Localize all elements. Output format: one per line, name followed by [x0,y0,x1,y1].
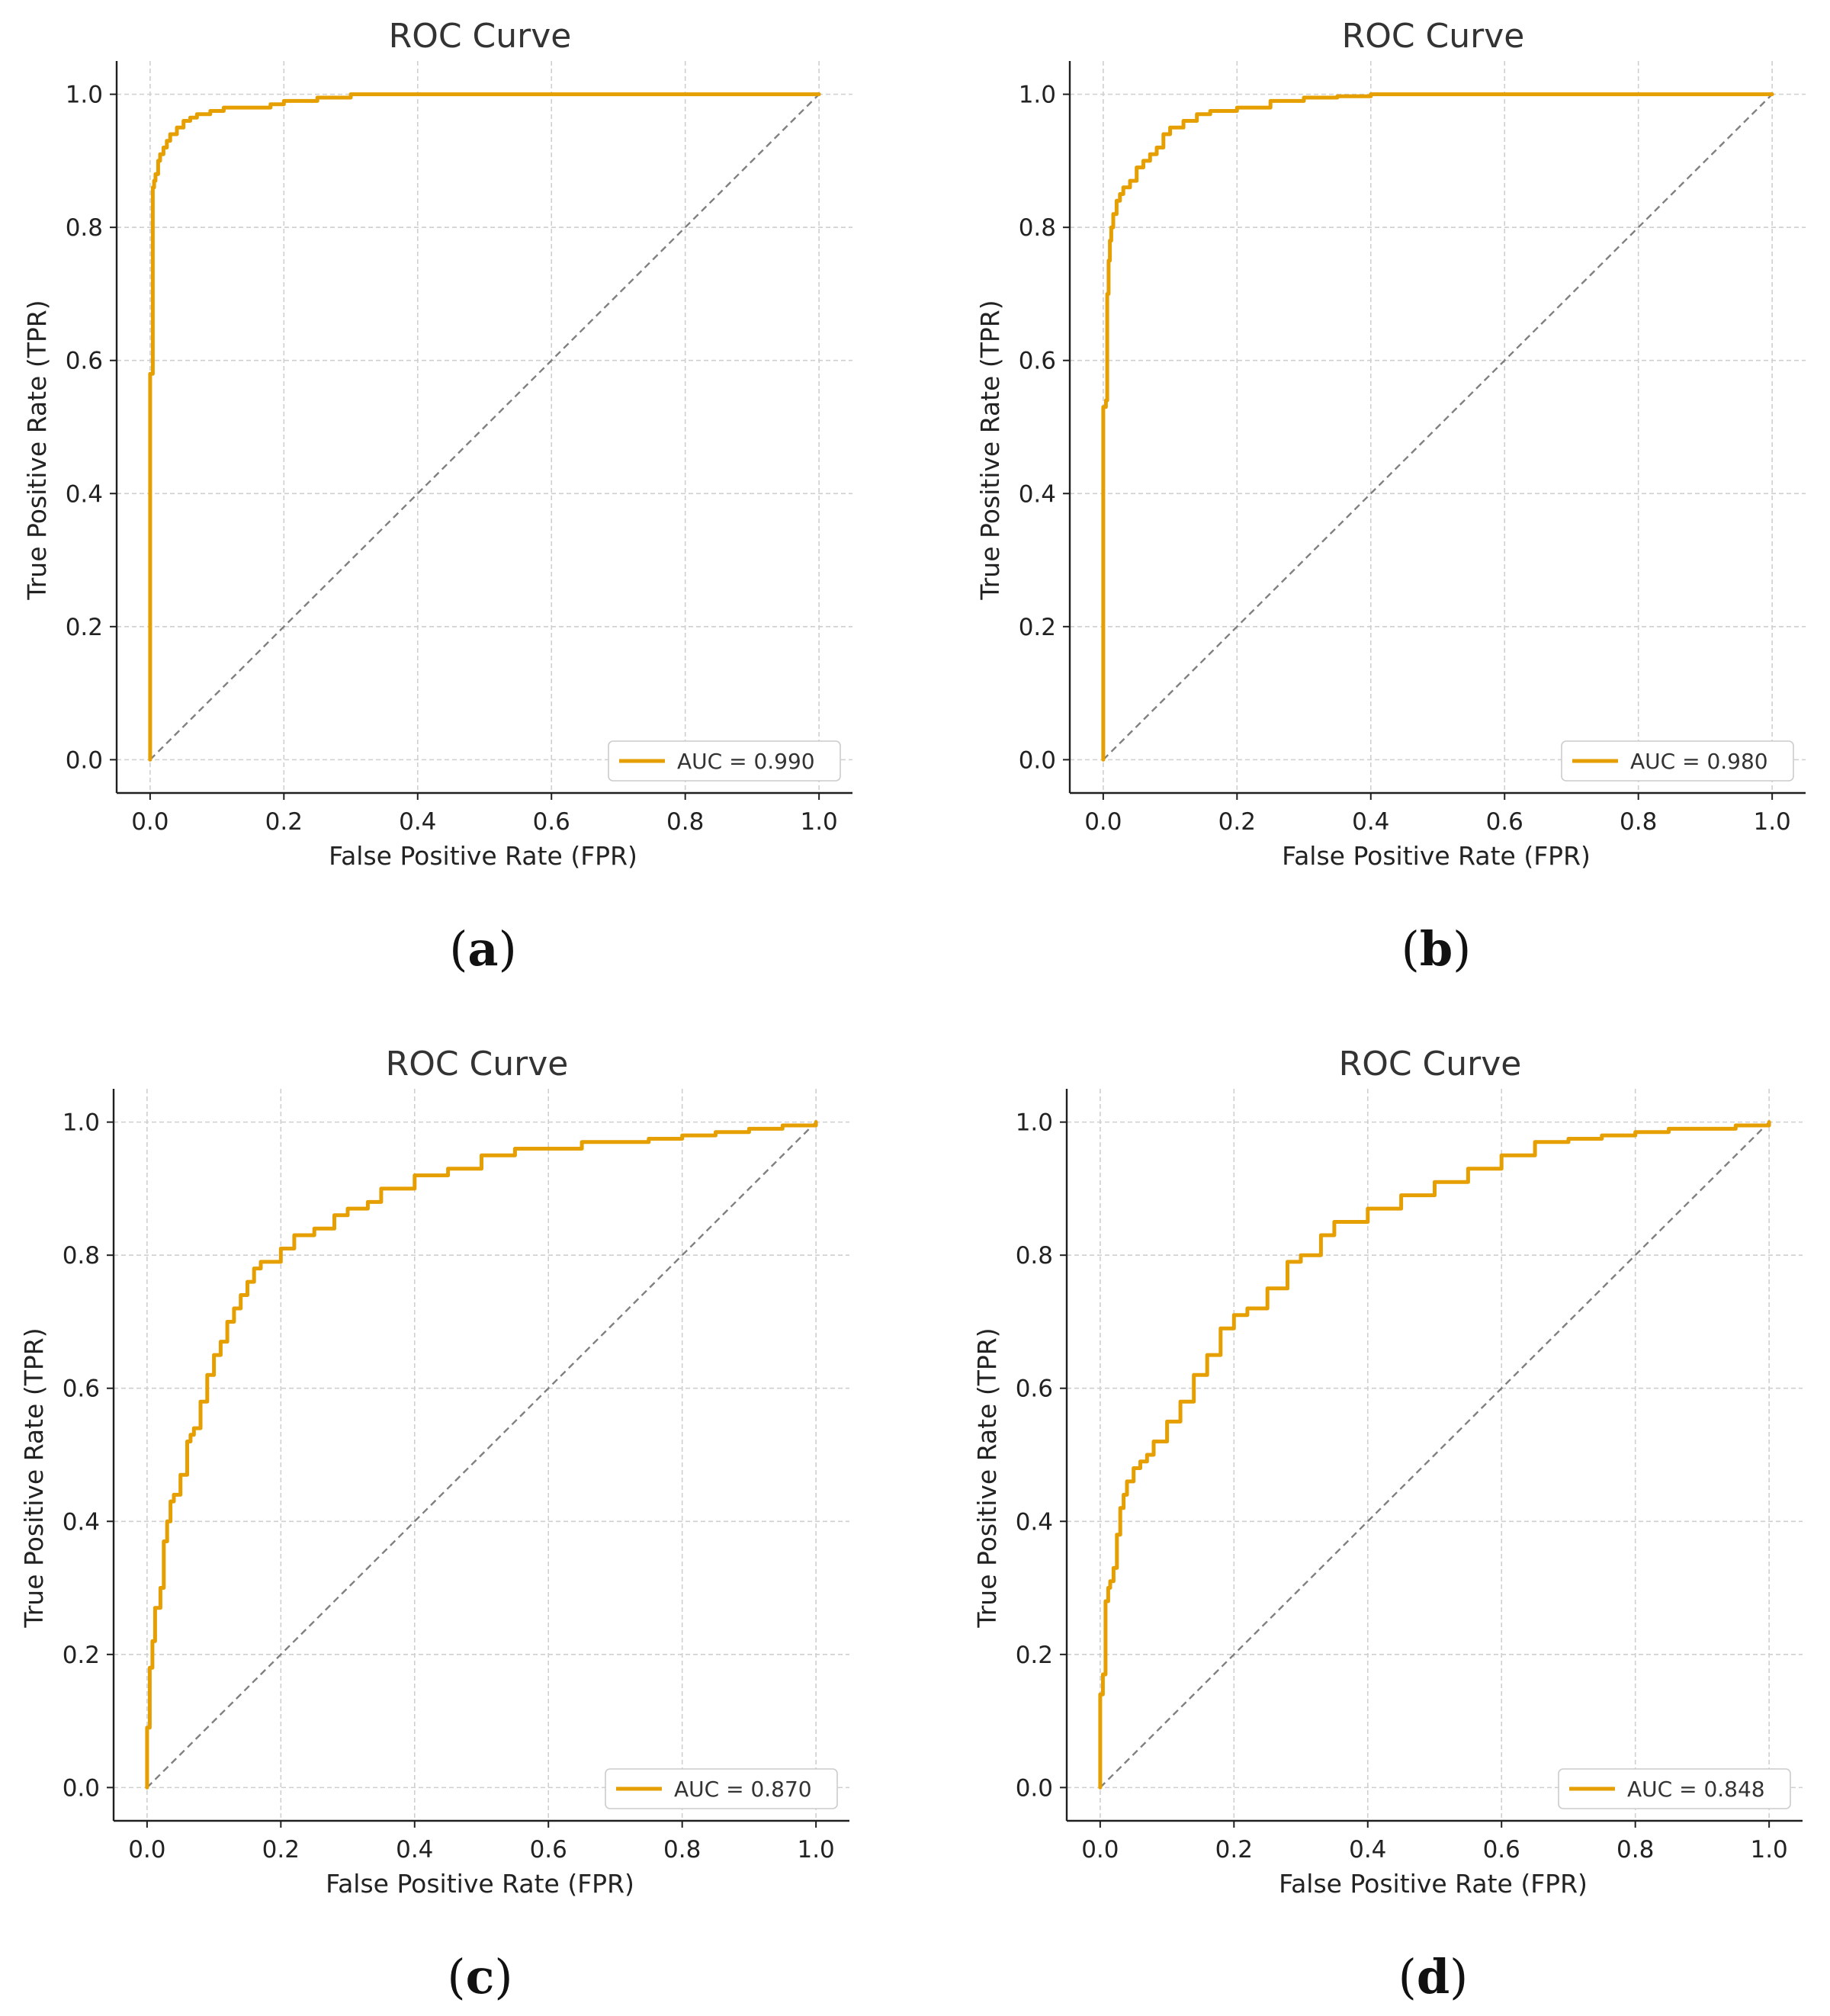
x-tick-label-5: 1.0 [800,808,837,836]
y-tick-label-4: 0.8 [1016,1242,1053,1270]
x-axis-label: False Positive Rate (FPR) [1282,841,1591,871]
y-tick-label-4: 0.8 [66,214,103,242]
roc-curve-line [145,1120,818,1790]
x-tick-label-5: 1.0 [1750,1836,1787,1864]
y-tick-label-1: 0.2 [1019,614,1056,641]
x-tick-label-4: 0.8 [666,808,704,836]
y-tick-label-5: 1.0 [63,1109,100,1137]
x-tick-label-1: 0.2 [265,808,303,836]
x-tick-label-3: 0.6 [530,1836,567,1864]
x-tick-label-3: 0.6 [1486,808,1523,836]
y-axis-label: True Positive Rate (TPR) [975,300,1005,600]
y-tick-label-1: 0.2 [66,614,103,641]
x-tick-label-1: 0.2 [1218,808,1256,836]
y-tick-label-4: 0.8 [1019,214,1056,242]
x-tick-label-1: 0.2 [262,1836,300,1864]
x-tick-label-4: 0.8 [1616,1836,1654,1864]
y-tick-label-2: 0.4 [66,480,103,508]
y-tick-label-2: 0.4 [1019,480,1056,508]
x-tick-label-1: 0.2 [1215,1836,1253,1864]
x-tick-label-0: 0.0 [1081,1836,1119,1864]
caption-c: (c) [447,1949,512,2005]
x-tick-label-2: 0.4 [1349,1836,1386,1864]
y-tick-label-0: 0.0 [1019,746,1056,774]
x-tick-label-0: 0.0 [1084,808,1122,836]
roc-curve-line [148,92,821,762]
x-tick-label-2: 0.4 [399,808,436,836]
x-tick-label-4: 0.8 [1620,808,1657,836]
legend-label: AUC = 0.980 [1630,749,1768,774]
chart-title: ROC Curve [1339,1045,1522,1083]
y-axis-label: True Positive Rate (TPR) [22,300,52,600]
legend: AUC = 0.990 [608,740,841,782]
panel-c: 0.0 0.2 0.4 0.6 0.8 1.0 0.0 0.2 0.4 0.6 0.8 1.0 ROC … [19,1045,849,2005]
legend: AUC = 0.870 [605,1768,838,1809]
diagonal-reference-line [146,1121,817,1789]
x-tick-label-2: 0.4 [396,1836,433,1864]
x-tick-label-0: 0.0 [128,1836,165,1864]
roc-curve-line [1098,1120,1771,1790]
x-tick-label-0: 0.0 [131,808,169,836]
caption-a: (a) [449,921,517,977]
panel-d: 0.0 0.2 0.4 0.6 0.8 1.0 0.0 0.2 0.4 0.6 0.8 1.0 ROC … [972,1045,1803,2005]
chart-title: ROC Curve [386,1045,569,1083]
chart-title: ROC Curve [1342,17,1525,56]
x-axis-label: False Positive Rate (FPR) [326,1869,634,1899]
x-tick-label-2: 0.4 [1352,808,1389,836]
roc-curve-line [1101,92,1774,762]
y-tick-label-2: 0.4 [63,1508,100,1536]
y-tick-label-3: 0.6 [1016,1376,1053,1403]
legend: AUC = 0.848 [1558,1768,1791,1809]
caption-d: (d) [1398,1949,1469,2005]
chart-title: ROC Curve [389,17,572,56]
panel-a: 0.0 0.2 0.4 0.6 0.8 1.0 0.0 0.2 0.4 0.6 0.8 1.0 ROC … [22,17,852,977]
y-tick-label-0: 0.0 [63,1774,100,1802]
y-tick-label-5: 1.0 [1019,82,1056,109]
y-axis-label: True Positive Rate (TPR) [19,1327,49,1628]
panel-b: 0.0 0.2 0.4 0.6 0.8 1.0 0.0 0.2 0.4 0.6 0.8 1.0 ROC … [975,17,1806,977]
caption-b: (b) [1401,921,1472,977]
y-tick-label-0: 0.0 [66,746,103,774]
x-tick-label-3: 0.6 [1483,1836,1520,1864]
y-tick-label-5: 1.0 [1016,1109,1053,1137]
diagonal-reference-line [149,93,820,761]
y-tick-label-1: 0.2 [63,1642,100,1669]
y-tick-label-3: 0.6 [66,348,103,375]
y-tick-label-1: 0.2 [1016,1642,1053,1669]
y-axis-label: True Positive Rate (TPR) [972,1327,1002,1628]
diagonal-reference-line [1100,1121,1770,1789]
x-tick-label-5: 1.0 [797,1836,834,1864]
legend-label: AUC = 0.848 [1627,1777,1765,1802]
y-tick-label-0: 0.0 [1016,1774,1053,1802]
y-tick-label-4: 0.8 [63,1242,100,1270]
x-tick-label-5: 1.0 [1753,808,1790,836]
legend-label: AUC = 0.990 [677,749,815,774]
legend-box [608,740,841,782]
y-tick-label-5: 1.0 [66,82,103,109]
x-axis-label: False Positive Rate (FPR) [1279,1869,1588,1899]
legend-box [1561,740,1794,782]
x-tick-label-3: 0.6 [533,808,570,836]
legend-label: AUC = 0.870 [674,1777,812,1802]
legend: AUC = 0.980 [1561,740,1794,782]
y-tick-label-3: 0.6 [63,1376,100,1403]
legend-box [605,1768,838,1809]
legend-box [1558,1768,1791,1809]
diagonal-reference-line [1103,93,1773,761]
x-tick-label-4: 0.8 [663,1836,701,1864]
x-axis-label: False Positive Rate (FPR) [329,841,637,871]
y-tick-label-2: 0.4 [1016,1508,1053,1536]
y-tick-label-3: 0.6 [1019,348,1056,375]
